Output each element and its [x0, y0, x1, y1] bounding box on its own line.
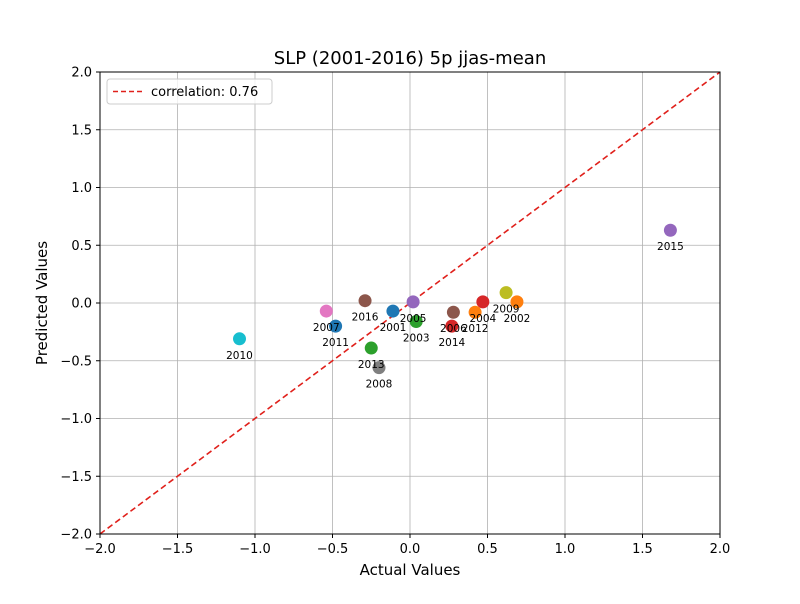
point-label-2011: 2011 — [322, 337, 349, 349]
point-2012 — [468, 305, 482, 319]
point-label-2002: 2002 — [504, 313, 531, 325]
y-tick-label-7: 1.5 — [71, 123, 92, 138]
y-tick-label-8: 2.0 — [71, 66, 92, 81]
point-2009 — [499, 286, 513, 300]
point-label-2006: 2006 — [440, 323, 467, 335]
y-tick-label-4: 0.0 — [71, 297, 92, 312]
point-label-2009: 2009 — [493, 304, 520, 316]
point-2014 — [445, 319, 459, 333]
y-tick-label-2: −1.0 — [60, 412, 92, 427]
point-label-2012: 2012 — [462, 323, 489, 335]
point-label-2010: 2010 — [226, 350, 253, 362]
point-2016 — [358, 294, 372, 308]
point-label-2013: 2013 — [358, 359, 385, 371]
point-2010 — [233, 332, 246, 346]
point-label-2015: 2015 — [657, 241, 684, 253]
correlation-reference-line — [99, 71, 721, 535]
point-2008 — [372, 361, 386, 375]
point-label-2016: 2016 — [352, 312, 379, 324]
y-tick-label-5: 0.5 — [71, 239, 92, 254]
x-tick-label-7: 1.5 — [632, 542, 653, 557]
x-axis-ticks: −2.0 −1.5 −1.0 −0.5 0.0 0.5 1.0 1.5 2.0 — [84, 534, 730, 557]
point-2011 — [329, 319, 343, 333]
y-tick-label-3: −0.5 — [60, 354, 92, 369]
x-tick-label-4: 0.0 — [400, 542, 421, 557]
point-label-2014: 2014 — [438, 337, 465, 349]
point-2002 — [510, 295, 524, 309]
x-axis-title: Actual Values — [360, 561, 461, 579]
point-2003 — [409, 314, 423, 328]
point-2015 — [663, 223, 677, 237]
point-2006 — [446, 305, 460, 319]
data-points — [233, 223, 677, 375]
point-label-2004: 2004 — [469, 313, 496, 325]
chart-title: SLP (2001-2016) 5p jjas-mean — [274, 48, 546, 69]
point-2005 — [406, 295, 420, 309]
point-labels: 2001 2002 2003 2004 2005 2006 2007 2008 2009 2010… — [226, 241, 684, 390]
point-2004 — [476, 295, 490, 309]
x-tick-label-0: −2.0 — [84, 542, 116, 557]
x-tick-label-2: −1.0 — [239, 542, 271, 557]
y-axis-ticks: −2.0 −1.5 −1.0 −0.5 0.0 0.5 1.0 1.5 2.0 — [60, 66, 100, 543]
x-tick-label-3: −0.5 — [317, 542, 349, 557]
x-tick-label-1: −1.5 — [162, 542, 194, 557]
point-label-2001: 2001 — [380, 322, 407, 334]
y-tick-label-1: −1.5 — [60, 470, 92, 485]
x-tick-label-5: 0.5 — [477, 542, 498, 557]
y-tick-label-6: 1.0 — [71, 181, 92, 196]
legend: correlation: 0.76 — [106, 78, 273, 105]
point-2001 — [386, 304, 400, 318]
point-label-2003: 2003 — [403, 332, 430, 344]
point-2007 — [319, 304, 333, 318]
x-tick-label-8: 2.0 — [710, 542, 731, 557]
point-2013 — [364, 341, 378, 355]
point-label-2005: 2005 — [400, 313, 427, 325]
point-label-2007: 2007 — [313, 322, 340, 334]
legend-box — [106, 78, 273, 105]
point-label-2008: 2008 — [366, 379, 393, 391]
reference-line-layer — [99, 71, 721, 535]
x-tick-label-6: 1.0 — [555, 542, 576, 557]
legend-entry-correlation: correlation: 0.76 — [151, 85, 258, 100]
y-tick-label-0: −2.0 — [60, 528, 92, 543]
y-axis-title: Predicted Values — [33, 241, 51, 365]
